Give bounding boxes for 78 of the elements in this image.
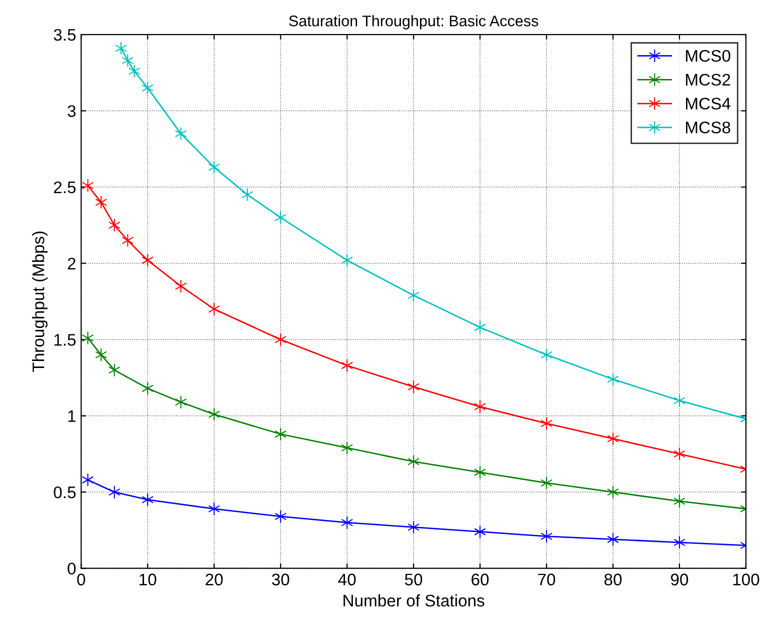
point [408, 288, 420, 302]
y-tick-label: 0 [68, 562, 76, 575]
point [128, 64, 140, 78]
point [274, 427, 287, 441]
point [674, 447, 686, 461]
point [142, 382, 154, 396]
point [95, 196, 108, 210]
point [274, 210, 287, 224]
point [122, 234, 134, 248]
point [95, 348, 108, 362]
point [122, 54, 134, 68]
point [341, 253, 354, 268]
point [274, 510, 287, 524]
legend-label: MCS2 [686, 74, 730, 86]
y-tick-label: 1.5 [54, 334, 76, 346]
x-tick-label: 10 [140, 574, 156, 586]
x-tick-label: 90 [670, 574, 688, 586]
y-axis-title: Throughput (Mbps) [32, 232, 48, 372]
y-tick-label: 0.5 [54, 486, 76, 498]
point [208, 502, 220, 516]
point [540, 348, 552, 362]
legend-label: MCS8 [686, 122, 730, 134]
point [174, 126, 187, 140]
point [108, 363, 120, 377]
point [82, 473, 94, 487]
point [142, 492, 154, 506]
y-tick-label: 3.5 [54, 28, 76, 41]
point [607, 485, 619, 499]
point [674, 394, 686, 408]
point [174, 395, 187, 409]
point [274, 332, 287, 346]
point [208, 408, 220, 422]
x-tick-label: 100 [733, 574, 760, 586]
legend-label: MCS4 [686, 98, 730, 110]
point [82, 178, 94, 192]
point [540, 416, 552, 430]
x-axis-title: Number of Stations [344, 594, 484, 607]
x-tick-label: 60 [472, 574, 489, 586]
x-tick-label: 70 [538, 574, 556, 586]
y-tick-label: 2 [68, 258, 76, 270]
point [408, 454, 420, 468]
point [115, 41, 127, 56]
chart-title: Saturation Throughput: Basic Access [289, 15, 538, 30]
point [341, 516, 354, 530]
point [607, 372, 619, 386]
point [540, 530, 552, 544]
y-tick-label: 2.5 [54, 181, 76, 194]
point [208, 160, 220, 174]
point [674, 494, 686, 508]
point [607, 532, 619, 546]
x-tick-label: 80 [604, 574, 622, 586]
point [474, 524, 486, 539]
point [208, 302, 220, 316]
x-tick-label: 50 [404, 574, 422, 586]
point [108, 218, 120, 232]
point [474, 320, 486, 334]
point [142, 81, 154, 95]
x-tick-label: 40 [338, 574, 356, 586]
y-tick-label: 3 [68, 105, 76, 117]
point [607, 432, 619, 446]
point [408, 380, 420, 394]
point [341, 358, 354, 372]
y-tick-label: 1 [68, 410, 76, 422]
point [241, 188, 254, 202]
point [82, 331, 94, 345]
point [108, 485, 120, 499]
point [408, 520, 420, 534]
x-tick-label: 20 [206, 574, 223, 586]
point [674, 536, 686, 550]
point [142, 253, 154, 268]
point [174, 279, 187, 293]
legend-label: MCS0 [686, 50, 730, 62]
point [540, 476, 552, 490]
x-tick-label: 0 [77, 574, 86, 586]
point [474, 400, 486, 414]
point [474, 465, 486, 480]
point [341, 441, 354, 455]
x-tick-label: 30 [272, 574, 290, 586]
